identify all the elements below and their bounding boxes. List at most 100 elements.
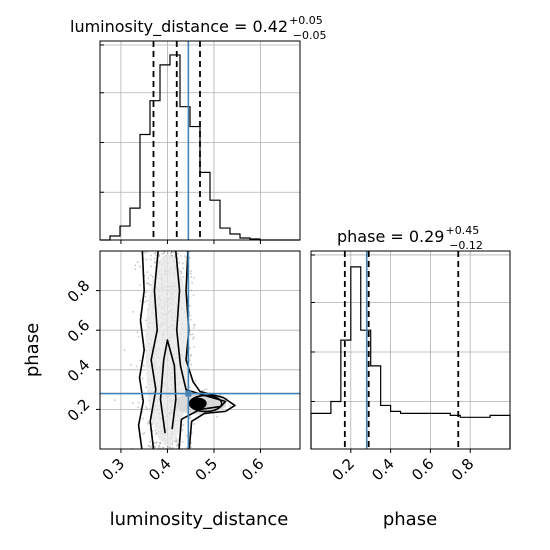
scatter-point — [229, 405, 231, 407]
scatter-xtick-label-1: 0.4 — [145, 455, 175, 485]
scatter-point — [178, 261, 181, 264]
scatter-point — [192, 294, 195, 297]
scatter-point — [190, 446, 192, 449]
scatter-point — [190, 289, 193, 292]
scatter-point — [171, 446, 174, 449]
scatter-point — [193, 422, 196, 425]
scatter-point — [134, 268, 137, 271]
scatter-point — [149, 258, 152, 261]
scatter-point — [137, 406, 139, 409]
scatter-point — [155, 441, 158, 444]
contour-line-2 — [149, 250, 159, 450]
scatter-point — [190, 353, 193, 356]
scatter-point — [148, 283, 151, 286]
scatter-ytick-label-0: 0.2 — [64, 395, 94, 425]
scatter-point — [190, 363, 193, 366]
hist1-histogram-series — [100, 54, 300, 241]
scatter-point — [188, 386, 191, 389]
scatter-point — [144, 319, 147, 322]
contour-line-4 — [159, 339, 177, 434]
scatter-point — [176, 443, 179, 446]
hist1-title: luminosity_distance = 0.42+0.05 −0.05 — [70, 14, 327, 42]
scatter-point — [194, 380, 197, 383]
scatter-point — [189, 347, 191, 350]
hist2-title: phase = 0.29+0.45 −0.12 — [337, 224, 483, 252]
scatter-point — [185, 434, 188, 437]
scatter-point — [180, 254, 182, 257]
scatter-point — [134, 264, 137, 267]
hist2-xtick-label-1: 0.4 — [368, 455, 398, 485]
scatter-point — [192, 337, 194, 340]
scatter-point — [191, 281, 193, 284]
hist2-xtick-label-0: 0.2 — [328, 455, 358, 485]
scatter-point — [191, 333, 194, 336]
hist2-histogram-series — [310, 266, 511, 449]
hist2-xtick-label-2: 0.6 — [408, 455, 438, 485]
scatter-point — [146, 422, 149, 425]
scatter-point — [193, 324, 196, 327]
scatter-point — [147, 282, 149, 284]
scatter-point — [158, 255, 161, 258]
scatter-point — [141, 377, 144, 380]
contour-line-0 — [137, 250, 145, 450]
scatter-point — [158, 446, 160, 449]
scatter-point — [144, 295, 147, 298]
phase-histogram-panel: 0.2 0.4 0.6 0.8 — [310, 250, 511, 485]
scatter-point — [142, 365, 145, 367]
scatter-point — [151, 423, 154, 426]
scatter-point — [145, 407, 148, 410]
scatter-point — [147, 420, 150, 423]
scatter-point — [203, 389, 206, 391]
scatter-point — [138, 265, 141, 268]
scatter-point — [159, 442, 162, 444]
density-fill — [145, 254, 190, 446]
scatter-point — [145, 386, 148, 389]
scatter-point — [183, 255, 186, 257]
scatter-point — [153, 442, 156, 445]
scatter-point — [158, 445, 161, 447]
scatter-point — [193, 277, 196, 279]
scatter-point — [153, 257, 156, 260]
scatter-point — [147, 277, 150, 279]
scatter-point — [149, 284, 152, 286]
scatter-frame — [99, 250, 301, 450]
scatter-point — [135, 365, 138, 368]
scatter-point — [181, 441, 184, 443]
scatter-point — [130, 363, 133, 366]
scatter-point — [148, 444, 151, 447]
scatter-point — [137, 335, 140, 338]
scatter-point — [155, 254, 157, 257]
scatter-point — [123, 349, 126, 352]
scatter-point — [170, 252, 172, 255]
scatter-point — [219, 394, 221, 397]
scatter-point — [139, 300, 142, 303]
scatter-point — [132, 311, 135, 313]
scatter-point — [161, 252, 164, 255]
scatter-point — [176, 445, 178, 447]
scatter-point — [150, 254, 153, 257]
scatter-point — [181, 262, 184, 265]
y-axis-label-phase: phase — [22, 323, 43, 377]
scatter-point — [205, 388, 208, 391]
scatter-point — [153, 261, 156, 264]
scatter-point — [181, 429, 184, 432]
scatter-point — [136, 261, 139, 264]
contour-inner-ring — [188, 394, 223, 413]
scatter-point — [139, 284, 141, 286]
scatter-point — [189, 333, 192, 336]
scatter-point — [189, 416, 191, 419]
scatter-point — [180, 270, 183, 273]
scatter-point — [144, 406, 147, 408]
scatter-point — [143, 251, 146, 254]
scatter-point — [145, 291, 148, 294]
scatter-point — [149, 440, 152, 443]
scatter-point — [150, 265, 152, 268]
luminosity-distance-histogram-panel — [99, 40, 301, 244]
scatter-xtick-label-0: 0.3 — [99, 455, 129, 485]
scatter-point — [201, 389, 204, 392]
scatter-ytick-label-2: 0.6 — [64, 316, 94, 346]
truth-marker — [185, 390, 192, 397]
scatter-point — [163, 252, 165, 254]
scatter-xtick-label-2: 0.5 — [192, 455, 222, 485]
scatter-point — [190, 275, 193, 278]
